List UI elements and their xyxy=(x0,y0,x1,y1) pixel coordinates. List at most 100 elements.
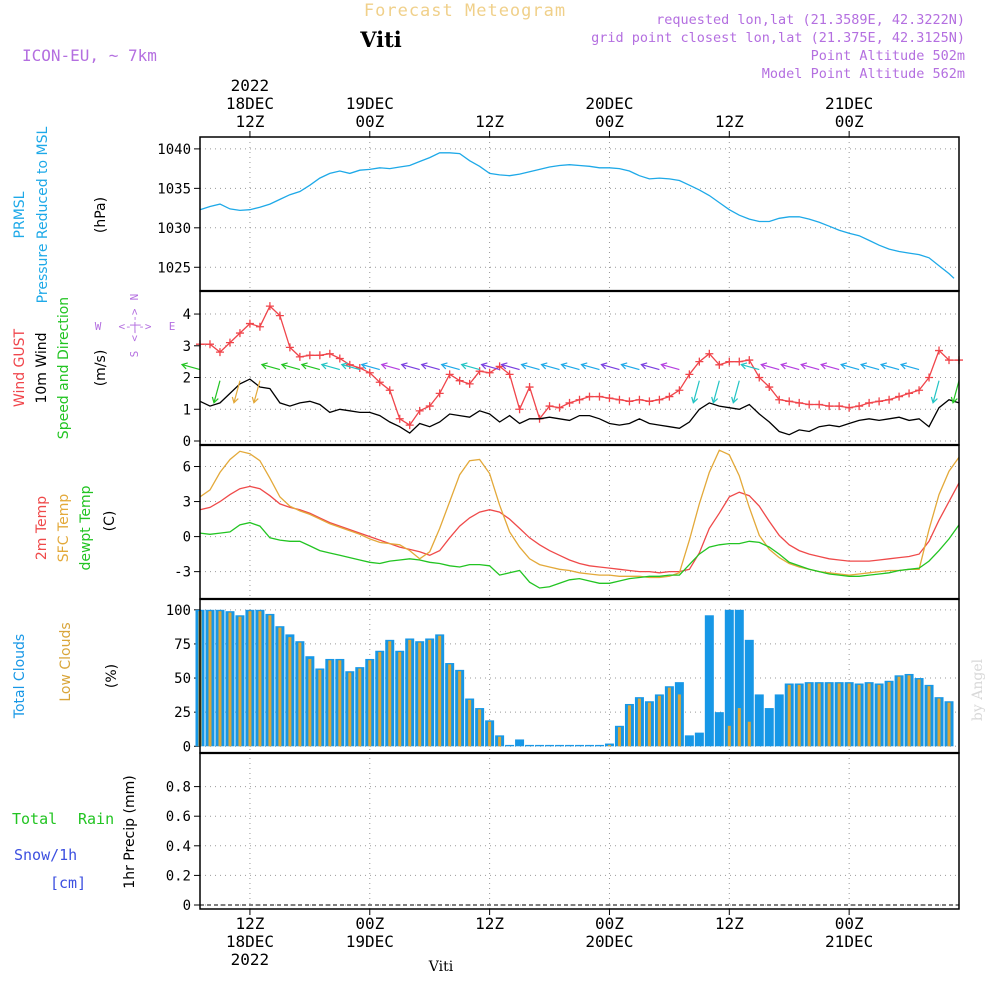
rain-label: Rain xyxy=(78,810,114,828)
total-cloud-bar-40 xyxy=(594,744,604,747)
station-name: Viti xyxy=(359,27,402,52)
ytick-label-4-1: 0.2 xyxy=(166,868,191,884)
gust-marker-8 xyxy=(275,311,284,320)
wind-arrow-20 xyxy=(381,364,400,371)
wind-arrow-12 xyxy=(301,364,321,371)
low-cloud-bar-6 xyxy=(258,611,262,747)
low-cloud-bar-61 xyxy=(807,683,811,747)
low-cloud-bar-5 xyxy=(248,611,252,747)
wind-arrow-6 xyxy=(253,380,261,403)
wind-arrowhead-10 xyxy=(280,362,288,370)
low-cloud-bar-74 xyxy=(937,698,941,747)
wind-arrow-16 xyxy=(341,364,360,371)
gust-marker-71 xyxy=(905,389,914,398)
total-cloud-bar-49 xyxy=(684,735,694,747)
wind-arrow-62 xyxy=(801,364,820,371)
wind-arrow-70 xyxy=(880,364,900,371)
gust-label: Wind GUST xyxy=(12,328,28,407)
wind-arrow-14 xyxy=(321,364,340,371)
low-cloud-bar-18 xyxy=(378,652,382,747)
wind-arrow-64 xyxy=(820,364,840,371)
wind-arrow-76 xyxy=(952,380,960,403)
ytick-label-1-4: 4 xyxy=(183,307,191,323)
wind-arrow-38 xyxy=(561,364,580,371)
ytick-label-0-2: 1035 xyxy=(157,181,191,197)
gust-marker-10 xyxy=(295,352,304,361)
total-cloud-bar-41 xyxy=(604,743,614,747)
wind-arrowhead-64 xyxy=(820,362,828,370)
low-cloud-bar-71 xyxy=(907,675,911,747)
wind-arrowhead-62 xyxy=(800,362,808,370)
total-cloud-bar-33 xyxy=(525,744,535,747)
wind-arrow-4 xyxy=(233,380,241,403)
gust-marker-19 xyxy=(385,386,394,395)
wind-arrow-28 xyxy=(461,364,480,371)
wind-arrow-40 xyxy=(581,364,600,371)
rain-total-label: Total xyxy=(12,810,57,828)
wind-arrowhead-58 xyxy=(760,362,768,370)
top-time-label-5-1: 00Z xyxy=(835,112,864,131)
panel-frame-4 xyxy=(199,752,960,910)
total-cloud-bar-39 xyxy=(584,744,594,747)
wind-arrowhead-34 xyxy=(520,362,528,370)
gust-marker-42 xyxy=(615,395,624,404)
wind-arrow-48 xyxy=(661,364,680,371)
low-cloud-bar-59 xyxy=(787,684,791,747)
low-cloud-bar-53 xyxy=(727,725,731,747)
footer-station: Viti xyxy=(428,959,454,975)
gust-marker-72 xyxy=(915,386,924,395)
total-cloud-bar-57 xyxy=(764,708,774,747)
low-cloud-bar-46 xyxy=(657,695,661,747)
low-cloud-bar-66 xyxy=(857,684,861,747)
gust-marker-15 xyxy=(345,360,354,369)
gust-marker-21 xyxy=(405,421,414,430)
low-cloud-bar-23 xyxy=(428,639,432,747)
low-cloud-bar-3 xyxy=(228,612,232,747)
compass-ns-arrow: <-|-> xyxy=(128,308,141,341)
low-cloud-bar-72 xyxy=(917,679,921,747)
wind-arrowhead-48 xyxy=(660,362,668,370)
wind-arrow-24 xyxy=(421,364,440,371)
ytick-label-4-3: 0.6 xyxy=(166,809,191,825)
wind-arrowhead-54 xyxy=(731,396,739,404)
ytick-label-3-3: 75 xyxy=(174,637,191,653)
total-cloud-bar-50 xyxy=(694,732,704,747)
top-time-label-1-1: 00Z xyxy=(355,112,384,131)
total-cloud-bar-54 xyxy=(734,609,744,747)
ytick-label-4-0: 0 xyxy=(183,898,191,914)
gust-marker-68 xyxy=(875,397,884,406)
total-cloud-bar-51 xyxy=(704,615,714,747)
wind-arrowhead-28 xyxy=(460,362,468,370)
bottom-time-label-0-0: 12Z xyxy=(235,914,264,933)
ytick-label-4-4: 0.8 xyxy=(166,780,191,796)
gust-marker-53 xyxy=(725,357,734,366)
top-time-label-0-0: 2022 xyxy=(231,76,270,95)
low-cloud-bar-30 xyxy=(498,736,502,747)
low-cloud-bar-64 xyxy=(837,683,841,747)
gust-marker-62 xyxy=(815,400,824,409)
wind-arrowhead-50 xyxy=(691,396,699,404)
gust-marker-52 xyxy=(715,360,724,369)
gust-marker-75 xyxy=(945,356,954,365)
wind-arrowhead-4 xyxy=(231,396,239,404)
low-cloud-bar-69 xyxy=(887,682,891,747)
gust-marker-3 xyxy=(225,338,234,347)
total-clouds-label: Total Clouds xyxy=(12,634,28,719)
low-cloud-bar-9 xyxy=(288,637,292,747)
top-time-label-4-0: 12Z xyxy=(715,112,744,131)
ytick-label-1-2: 2 xyxy=(183,371,191,387)
wind-unit: (m/s) xyxy=(93,350,109,387)
gust-marker-9 xyxy=(285,343,294,352)
wind-arrow-18 xyxy=(361,364,380,371)
gust-marker-58 xyxy=(775,395,784,404)
gust-marker-31 xyxy=(505,370,514,379)
low-clouds-label: Low Clouds xyxy=(58,622,74,701)
low-cloud-bar-48 xyxy=(677,694,681,747)
series-line-1-1 xyxy=(199,378,960,436)
wind-arrow-56 xyxy=(741,364,760,371)
wind-arrowhead-38 xyxy=(560,362,568,370)
wind-arrow-52 xyxy=(712,380,720,403)
plot-area: 1025 1030 1035 1040 0 1 2 3 4 -3 0 3 6 0 25 50 75 100 0 0.2… xyxy=(157,76,963,969)
low-cloud-bar-47 xyxy=(667,687,671,747)
bottom-time-label-3-1: 20DEC xyxy=(585,932,633,951)
